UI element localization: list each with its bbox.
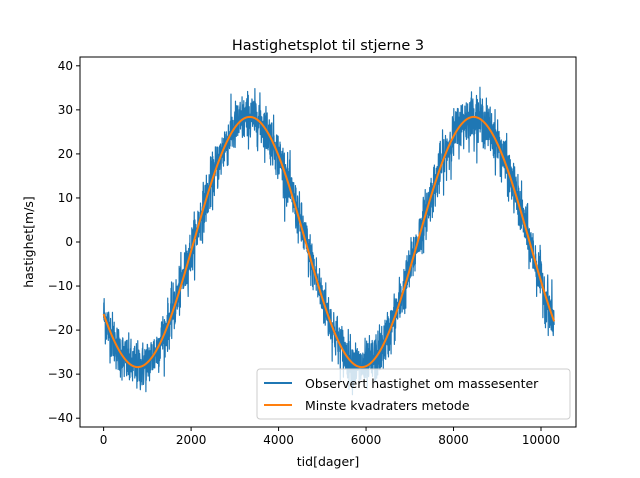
y-tick-label: −10 bbox=[48, 279, 73, 293]
ticks-layer: 0 2000 4000 6000 8000 10000 −40 −30 −20 −10 0 10 20 3… bbox=[48, 59, 560, 447]
y-tick-label: 10 bbox=[58, 191, 73, 205]
x-tick-label: 0 bbox=[100, 433, 108, 447]
y-tick-label: 40 bbox=[58, 59, 73, 73]
y-tick-label: −40 bbox=[48, 411, 73, 425]
y-tick-label: 30 bbox=[58, 103, 73, 117]
y-axis-label: hastighet[m/s] bbox=[21, 196, 36, 288]
legend: Observert hastighet om massesenter Minst… bbox=[256, 368, 571, 420]
y-tick-label: 20 bbox=[58, 147, 73, 161]
series-layer bbox=[102, 86, 556, 396]
legend-label-fit: Minste kvadraters metode bbox=[305, 398, 470, 413]
x-tick-label: 8000 bbox=[438, 433, 469, 447]
fit-series-line bbox=[102, 115, 556, 369]
y-tick-label: −30 bbox=[48, 367, 73, 381]
x-tick-label: 10000 bbox=[522, 433, 560, 447]
y-tick-label: −20 bbox=[48, 323, 73, 337]
x-axis-label: tid[dager] bbox=[297, 454, 359, 469]
legend-box bbox=[256, 368, 571, 420]
x-tick-label: 2000 bbox=[176, 433, 207, 447]
legend-label-observed: Observert hastighet om massesenter bbox=[305, 376, 539, 391]
x-tick-label: 4000 bbox=[263, 433, 294, 447]
chart-title: Hastighetsplot til stjerne 3 bbox=[232, 38, 424, 54]
y-tick-label: 0 bbox=[65, 235, 73, 249]
x-tick-label: 6000 bbox=[351, 433, 382, 447]
